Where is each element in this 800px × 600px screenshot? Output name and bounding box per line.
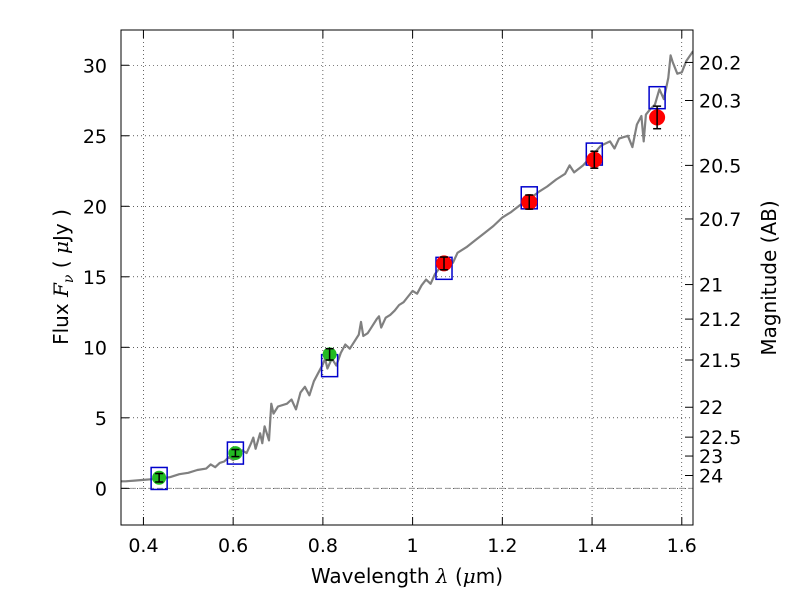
plot-frame [120,29,694,526]
y2-tick-label: 22.5 [699,427,741,449]
y2-tick-label: 24 [699,466,723,488]
y-tick-label: 30 [83,55,107,77]
grid-lines [121,30,693,525]
x-axis-title: Wavelength λ (μm) [311,564,503,588]
x-tick-label: 0.4 [128,535,158,557]
y2-tick-label: 23 [699,446,723,468]
photometry-markers [152,105,666,485]
x-tick-label: 1.2 [487,535,517,557]
y2-tick-label: 20.7 [699,209,741,231]
x-tick-label: 1.4 [577,535,607,557]
y2-tick-label: 21.2 [699,309,741,331]
axis-ticks: 0.4 0.6 0.8 1 1.2 1.4 1.6 0 5 10 15 20 25 30 20.2 20.3 2… [83,30,741,557]
y-axis-title: Flux Fν ( μJy ) [49,209,77,345]
y-tick-label: 15 [83,267,107,289]
x-tick-label: 1.6 [667,535,697,557]
x-tick-label: 0.8 [308,535,338,557]
model-band-square [226,441,245,465]
y2-tick-label: 21.5 [699,350,741,372]
y-tick-label: 5 [95,408,107,430]
x-tick-label: 1 [407,535,419,557]
model-spectrum-line [121,50,693,483]
y2-tick-label: 20.2 [699,52,741,74]
y2-tick-label: 21 [699,275,723,297]
y-tick-label: 0 [95,478,107,500]
y2-tick-label: 20.3 [699,91,741,113]
y-tick-label: 20 [83,196,107,218]
model-band-square [150,466,168,491]
plot-area [121,50,693,491]
y2-tick-label: 22 [699,397,723,419]
y-tick-label: 10 [83,337,107,359]
y2-axis-title: Magnitude (AB) [757,200,781,355]
model-band-flux-markers [150,85,666,491]
y2-tick-label: 20.5 [699,155,741,177]
x-tick-label: 0.6 [218,535,248,557]
y-tick-label: 25 [83,126,107,148]
